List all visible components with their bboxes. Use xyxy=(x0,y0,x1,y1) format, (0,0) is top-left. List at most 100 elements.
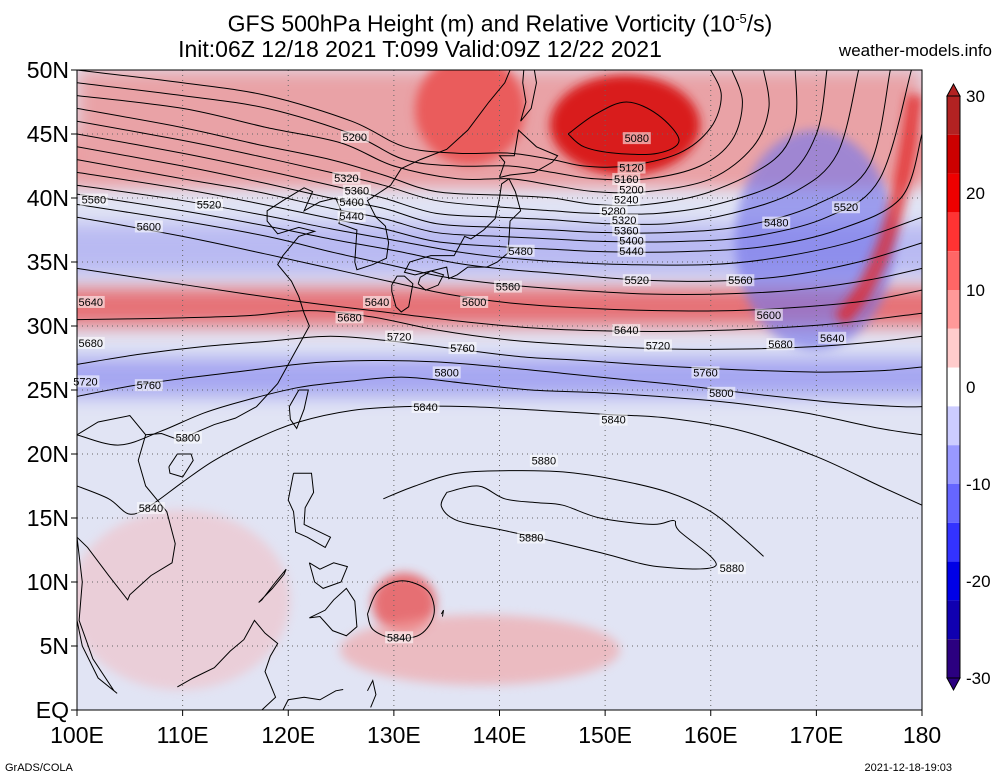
vorticity-field xyxy=(77,70,922,690)
contour-label: 5600 xyxy=(137,221,161,233)
colorbar-bottom-arrow xyxy=(946,677,961,692)
lon-label: 110E xyxy=(157,722,209,748)
contour-label-bg xyxy=(173,431,202,444)
contour-label: 5400 xyxy=(339,197,363,209)
coastline-borneo xyxy=(177,619,279,710)
coastline-visayas xyxy=(308,562,349,589)
contour-label-bg xyxy=(622,274,651,287)
latitude-axis: 50N 45N 40N 35N 30N 25N 20N 15N 10N 5N EQ xyxy=(27,57,77,723)
contour-label-bg xyxy=(337,196,366,209)
contour-label: 5800 xyxy=(434,367,458,379)
lat-label: 10N xyxy=(27,569,69,595)
contour-label: 5560 xyxy=(496,282,520,294)
colorbar-frame xyxy=(946,95,961,679)
colorbar-tick-label: 10 xyxy=(966,281,985,300)
lat-label: 45N xyxy=(27,121,69,147)
contour-label: 5840 xyxy=(387,632,411,644)
lat-label: 30N xyxy=(27,313,69,339)
height-contour-5400 xyxy=(77,70,912,243)
height-contour-5720 xyxy=(77,335,922,373)
contour-label: 5880 xyxy=(532,456,556,468)
contour-label: 5720 xyxy=(387,332,411,344)
contour-label-bg xyxy=(610,214,639,227)
height-contour-5680 xyxy=(77,310,922,350)
contour-label-bg xyxy=(335,311,364,324)
lat-label: EQ xyxy=(36,697,69,723)
height-contour-5480 xyxy=(77,184,922,266)
footer-timestamp: 2021-12-18-19:03 xyxy=(864,762,952,774)
colorbar-tick-label: 0 xyxy=(966,378,975,397)
lat-label: 15N xyxy=(27,505,69,531)
contour-label-bg xyxy=(432,366,461,379)
contour-label: 5800 xyxy=(709,388,733,400)
contour-label: 5680 xyxy=(78,338,102,350)
longitude-axis: 100E 110E 120E 130E 140E 150E 160E 170E 180 xyxy=(50,710,941,748)
height-contour-5760 xyxy=(77,360,922,408)
coastline-china-coast xyxy=(145,187,336,442)
contour-label-bg xyxy=(337,210,366,223)
height-contour-5280 xyxy=(77,70,828,215)
coastline-taiwan xyxy=(288,389,309,430)
contour-label: 5720 xyxy=(73,376,97,388)
contour-label-bg xyxy=(385,330,414,343)
height-contour-5600 xyxy=(77,216,922,312)
contour-label: 5520 xyxy=(625,275,649,287)
contour-label-bg xyxy=(612,224,641,237)
height-contour-5360 xyxy=(77,70,891,234)
height-contour-5520 xyxy=(77,193,922,282)
chart-title-line2: Init:06Z 12/18 2021 T:099 Valid:09Z 12/2… xyxy=(178,36,662,62)
contour-label-bg xyxy=(762,216,791,229)
contour-label-bg xyxy=(411,400,440,413)
contour-label-bg xyxy=(617,183,646,196)
coastline-russia-coast xyxy=(401,70,511,170)
contour-label-bg xyxy=(726,274,755,287)
contour-label: 5320 xyxy=(612,215,636,227)
height-contour-5200 xyxy=(77,70,770,194)
contour-label: 5520 xyxy=(834,202,858,214)
contour-label: 5400 xyxy=(619,236,643,248)
coastline-kamchatka xyxy=(676,70,677,71)
height-contour-5240 xyxy=(77,70,798,207)
contour-label: 5720 xyxy=(646,340,670,352)
lon-label: 160E xyxy=(684,722,738,748)
contour-label-bg xyxy=(643,339,672,352)
lon-label: 150E xyxy=(578,722,632,748)
lon-label: 170E xyxy=(790,722,844,748)
colorbar-segment xyxy=(947,251,960,290)
vorticity-itcz xyxy=(340,615,620,685)
colorbar-tick-label: 20 xyxy=(966,184,985,203)
contour-label: 5440 xyxy=(619,246,643,258)
contour-label-bg xyxy=(529,454,558,467)
height-contour-5640 xyxy=(77,267,922,332)
coastline-sakhalin xyxy=(520,70,537,122)
vorticity-scs-region xyxy=(77,510,290,690)
contour-label: 5760 xyxy=(450,343,474,355)
contour-label-bg xyxy=(71,375,100,388)
contour-label-bg xyxy=(766,338,795,351)
colorbar-segment xyxy=(947,445,960,484)
colorbar-segment xyxy=(947,484,960,523)
contour-label-bg xyxy=(195,198,224,211)
contour-label: 5880 xyxy=(720,563,744,575)
coastline-hainan xyxy=(168,453,194,478)
contour-label: 5560 xyxy=(82,195,106,207)
lat-label: 40N xyxy=(27,185,69,211)
colorbar-segment xyxy=(947,561,960,601)
contour-label: 5640 xyxy=(820,333,844,345)
height-contour-5840 xyxy=(366,580,435,640)
contour-label-bg xyxy=(342,184,371,197)
coastline-hokkaido xyxy=(498,129,559,179)
lon-label: 140E xyxy=(473,722,527,748)
lat-label: 35N xyxy=(27,249,69,275)
contour-label: 5640 xyxy=(365,297,389,309)
contour-label: 5440 xyxy=(339,211,363,223)
colorbar-segment xyxy=(947,134,960,174)
contour-label-bg xyxy=(362,295,391,308)
lon-label: 120E xyxy=(261,722,315,748)
contour-label-bg xyxy=(622,132,651,145)
contour-label: 5880 xyxy=(519,532,543,544)
contour-label: 5480 xyxy=(508,246,532,258)
contour-label: 5840 xyxy=(413,402,437,414)
contour-label: 5840 xyxy=(601,415,625,427)
